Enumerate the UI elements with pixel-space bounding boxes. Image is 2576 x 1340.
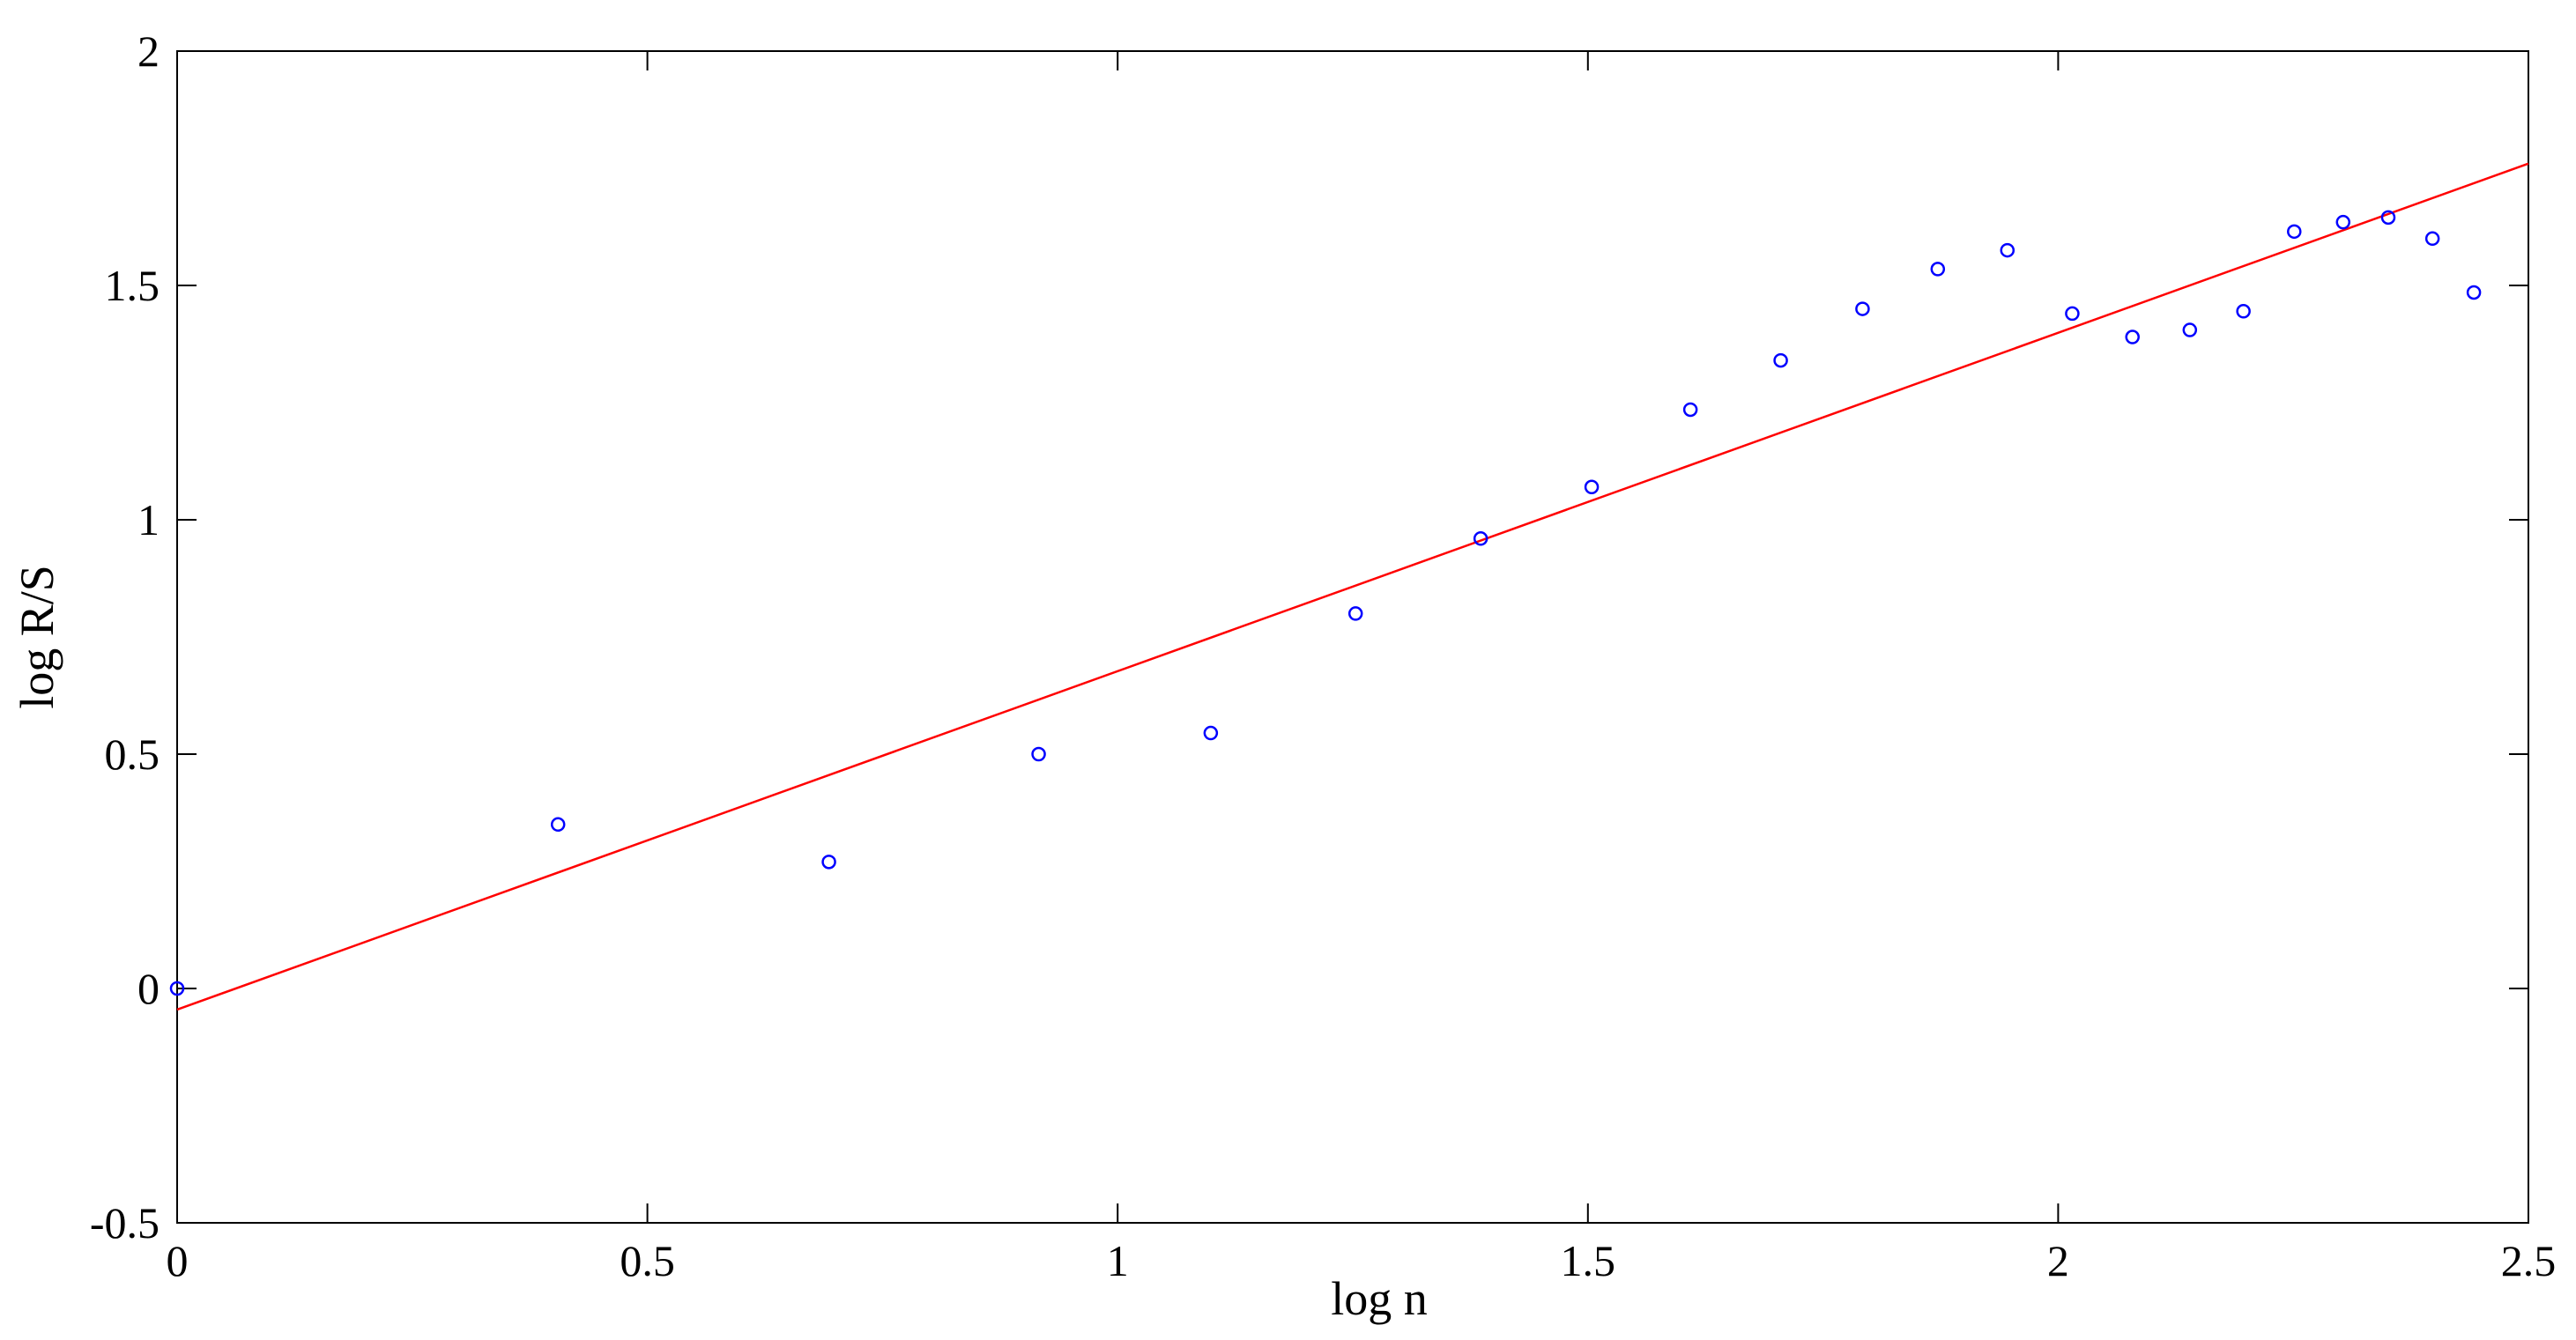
data-point	[821, 855, 836, 870]
plot-frame	[176, 50, 2529, 1224]
data-point	[169, 981, 185, 996]
data-points	[169, 210, 2482, 996]
x-tick-label: 2.5	[2501, 1236, 2557, 1285]
data-point	[2000, 242, 2016, 258]
data-point	[1773, 352, 1788, 368]
data-point	[1347, 606, 1363, 621]
x-axis-label: log n	[1331, 1272, 1428, 1325]
data-point	[1584, 479, 1600, 495]
data-point	[2236, 304, 2251, 319]
data-point	[2380, 210, 2396, 226]
data-point	[1682, 402, 1698, 418]
x-tick-label: 0.5	[620, 1236, 675, 1285]
data-point	[2424, 231, 2440, 247]
x-tick-label: 2	[2047, 1236, 2069, 1285]
data-point	[2287, 224, 2302, 240]
data-point	[1473, 531, 1488, 546]
y-tick-label: 0.5	[105, 729, 160, 779]
data-point	[2466, 285, 2482, 300]
axis-ticks	[176, 50, 2529, 1224]
data-point	[1203, 725, 1219, 741]
fit-line	[176, 162, 2529, 1011]
data-point	[2065, 306, 2080, 322]
y-tick-label: 2	[137, 26, 160, 76]
tick-labels: 0 0.5 1 1.5 2 2.5-0.500.511.52	[90, 26, 2556, 1285]
data-point	[1031, 746, 1046, 762]
x-tick-label: 0	[167, 1236, 189, 1285]
data-point	[2125, 329, 2140, 344]
data-point	[1855, 301, 1870, 316]
data-point	[550, 817, 566, 833]
y-tick-label: 0	[137, 964, 160, 1013]
x-tick-label: 1	[1107, 1236, 1129, 1285]
y-axis-label: log R/S	[11, 565, 63, 709]
x-tick-label: 1.5	[1561, 1236, 1616, 1285]
y-tick-label: -0.5	[90, 1198, 160, 1247]
data-point	[2182, 322, 2198, 337]
fit-line-layer	[176, 162, 2529, 1011]
data-point	[1930, 262, 1946, 277]
y-tick-label: 1	[137, 495, 160, 544]
data-point	[2335, 214, 2351, 230]
y-tick-label: 1.5	[105, 261, 160, 310]
